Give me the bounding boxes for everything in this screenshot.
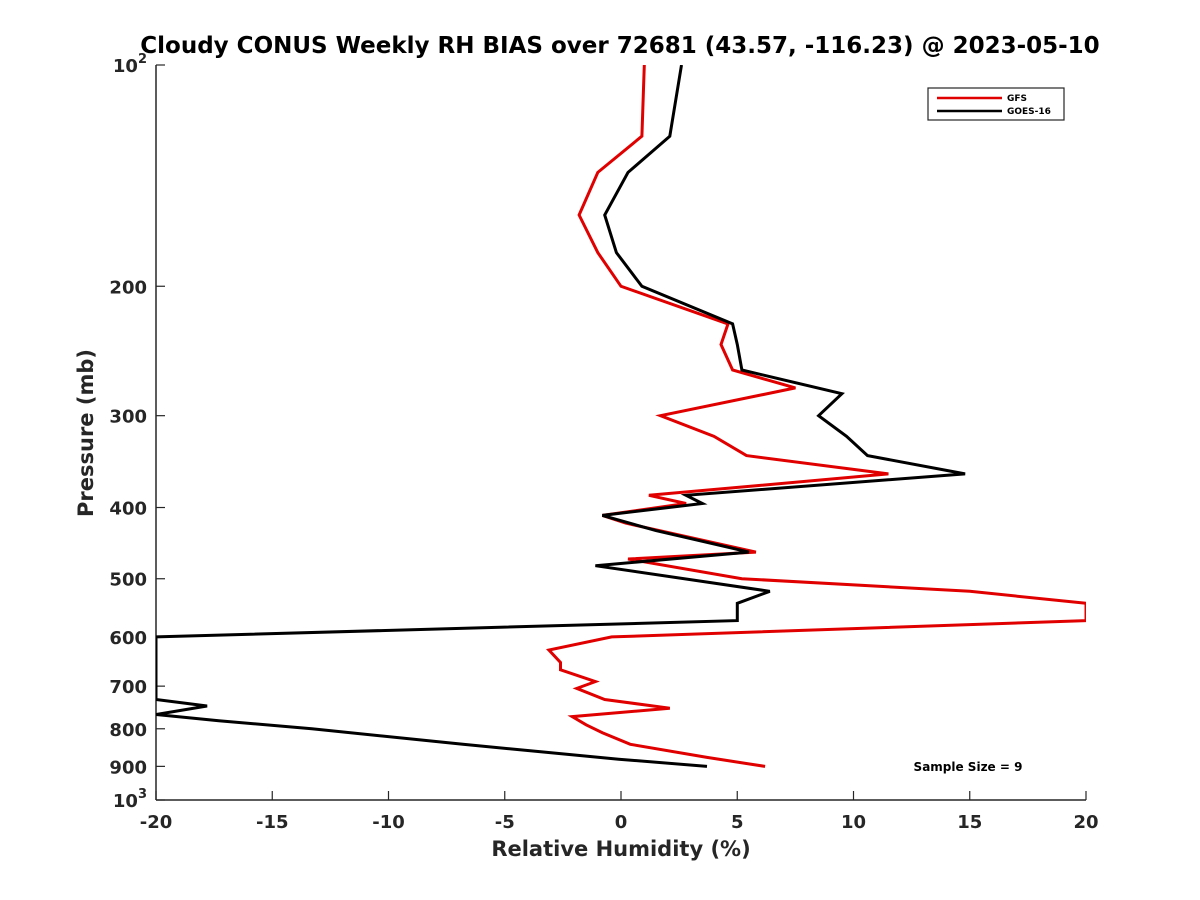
chart-title: Cloudy CONUS Weekly RH BIAS over 72681 (… — [140, 33, 1099, 59]
plot-area — [155, 65, 1086, 801]
y-tick-label: 900 — [109, 757, 147, 778]
x-tick-label: 5 — [731, 812, 744, 833]
y-tick-label: 200 — [109, 277, 147, 298]
x-tick-label: -10 — [372, 812, 405, 833]
x-tick-label: 20 — [1073, 812, 1098, 833]
y-tick-label: 500 — [109, 570, 147, 591]
series-line-goes-16 — [156, 65, 966, 768]
x-tick-label: 0 — [615, 812, 628, 833]
y-tick-label: 600 — [109, 628, 147, 649]
legend-entry: GFS — [1007, 94, 1027, 104]
legend: GFS GOES-16 — [927, 87, 1065, 121]
x-tick-label: -5 — [495, 812, 515, 833]
y-tick-label: 103 — [113, 787, 147, 812]
y-axis-label: Pressure (mb) — [74, 349, 98, 517]
y-tick-label: 300 — [109, 407, 147, 428]
x-axis-ticks: -20 -15 -10 -5 0 5 10 15 20 — [140, 791, 1099, 833]
y-tick-label: 700 — [109, 677, 147, 698]
legend-entry: GOES-16 — [1007, 107, 1051, 117]
series-lines — [156, 65, 1086, 768]
sample-size-annotation: Sample Size = 9 — [914, 760, 1023, 774]
y-tick-label: 400 — [109, 499, 147, 520]
x-tick-label: 15 — [957, 812, 982, 833]
x-tick-label: -20 — [140, 812, 173, 833]
y-tick-label: 800 — [109, 720, 147, 741]
y-tick-label: 102 — [113, 52, 147, 77]
x-tick-label: 10 — [841, 812, 866, 833]
legend-box — [927, 87, 1065, 121]
x-tick-label: -15 — [256, 812, 289, 833]
series-line-gfs — [545, 65, 1086, 768]
x-axis-label: Relative Humidity (%) — [491, 837, 750, 861]
y-axis-ticks: 102 200 300 400 500 600 700 800 900 103 — [109, 52, 165, 812]
